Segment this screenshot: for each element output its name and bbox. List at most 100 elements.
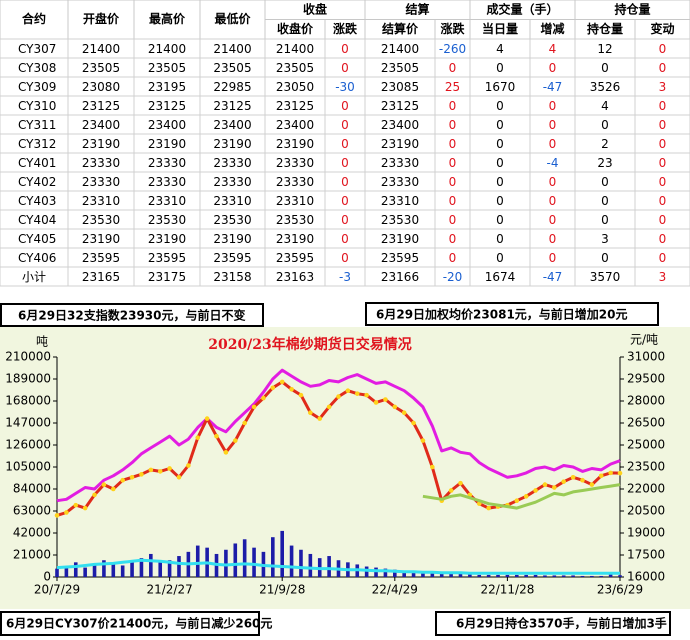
table-text: 23330: [213, 156, 251, 170]
marker: [270, 385, 276, 391]
table-text: CY311: [18, 118, 56, 132]
bar: [327, 556, 331, 577]
table-cell: [634, 266, 690, 287]
annotation-text: 6月29日CY307价21400元，与前日减少260元: [6, 616, 272, 631]
annotation-text: 6月29日持仓3570手，与前日增加3手: [456, 616, 667, 631]
table-text: 0: [549, 232, 557, 246]
table-text: 23400: [276, 118, 314, 132]
table-text: 23190: [213, 137, 251, 151]
header-text: 最高价: [149, 11, 186, 26]
marker: [589, 482, 595, 487]
marker: [430, 464, 435, 470]
bar: [120, 565, 125, 577]
bar: [299, 549, 303, 577]
table-text: 23530: [148, 213, 186, 227]
table-text: 23310: [148, 194, 186, 208]
marker: [354, 391, 360, 396]
table-text: -3: [339, 270, 351, 284]
table-text: 23190: [82, 232, 120, 246]
table-text: 0: [549, 61, 557, 75]
y2-tick-label: 28000: [627, 394, 665, 408]
table-text: 23400: [148, 118, 186, 132]
bar: [252, 547, 256, 577]
marker: [186, 463, 191, 468]
marker: [204, 416, 210, 421]
table-text: 0: [496, 175, 504, 189]
bar: [393, 569, 397, 577]
header-text: 收盘价: [277, 21, 314, 36]
table-text: CY402: [18, 175, 56, 189]
bar: [552, 575, 557, 577]
marker: [373, 400, 379, 405]
table-text: 0: [601, 61, 609, 75]
x-tick-label: 21/2/27: [146, 583, 192, 597]
bar: [571, 575, 575, 577]
y2-tick-label: 25000: [627, 438, 665, 452]
table-text: 4: [601, 99, 609, 113]
y-tick-label: 126000: [5, 438, 51, 452]
header-cell: [67, 0, 135, 40]
marker: [73, 502, 79, 508]
marker: [129, 474, 135, 480]
table-text: 0: [549, 194, 557, 208]
table-text: 0: [601, 213, 609, 227]
marker: [561, 479, 566, 484]
y-tick-label: 147000: [5, 416, 51, 430]
header-text: 涨跌: [333, 21, 358, 36]
table-text: 0: [449, 99, 457, 113]
table-text: -30: [335, 80, 355, 94]
table-text: 0: [659, 213, 667, 227]
table-text: 23330: [148, 156, 186, 170]
table-text: 0: [449, 175, 457, 189]
marker: [392, 404, 398, 410]
y2-tick-label: 22000: [627, 482, 665, 496]
table-text: 3526: [590, 80, 621, 94]
bar: [177, 556, 181, 577]
marker: [420, 438, 426, 443]
annotation: 6月29日加权均价23081元，与前日增加20元: [365, 302, 659, 326]
table-text: 23158: [213, 270, 251, 284]
table-text: 23595: [148, 251, 186, 265]
marker: [279, 379, 285, 385]
table-text: 0: [496, 251, 504, 265]
marker: [111, 486, 116, 492]
table-text: 23330: [276, 175, 314, 189]
table-text: 23190: [276, 232, 314, 246]
marker: [580, 477, 585, 483]
table-text: 23125: [82, 99, 120, 113]
y2-tick-label: 29500: [627, 372, 665, 386]
table-text: 23125: [276, 99, 314, 113]
bar: [402, 570, 406, 577]
table-text: 0: [659, 42, 667, 56]
table-text: 0: [659, 118, 667, 132]
y2-tick-label: 31000: [627, 350, 665, 364]
bar: [55, 568, 59, 577]
table-text: 4: [496, 42, 504, 56]
marker: [326, 404, 332, 410]
y2-tick-label: 16000: [627, 570, 665, 584]
bar: [139, 558, 144, 577]
marker: [139, 472, 144, 477]
table-text: 23530: [381, 213, 419, 227]
table-text: 0: [341, 61, 349, 75]
table-text: 0: [549, 175, 557, 189]
table-text: 23595: [381, 251, 419, 265]
marker: [364, 392, 369, 398]
table-text: 25: [445, 80, 460, 94]
table-text: 0: [659, 61, 667, 75]
bar: [64, 566, 69, 577]
table-text: 23400: [82, 118, 120, 132]
line: [56, 368, 621, 503]
bar: [167, 560, 172, 577]
table-text: 23330: [381, 156, 419, 170]
bar: [158, 562, 163, 577]
table-text: 23505: [276, 61, 314, 75]
bar: [224, 549, 228, 577]
table-text: 21400: [213, 42, 251, 56]
table-text: 23400: [213, 118, 251, 132]
table-text: 0: [341, 194, 349, 208]
y2-tick-label: 19000: [627, 526, 665, 540]
table-text: 0: [496, 61, 504, 75]
table-text: 21400: [148, 42, 186, 56]
table-text: 0: [341, 42, 349, 56]
